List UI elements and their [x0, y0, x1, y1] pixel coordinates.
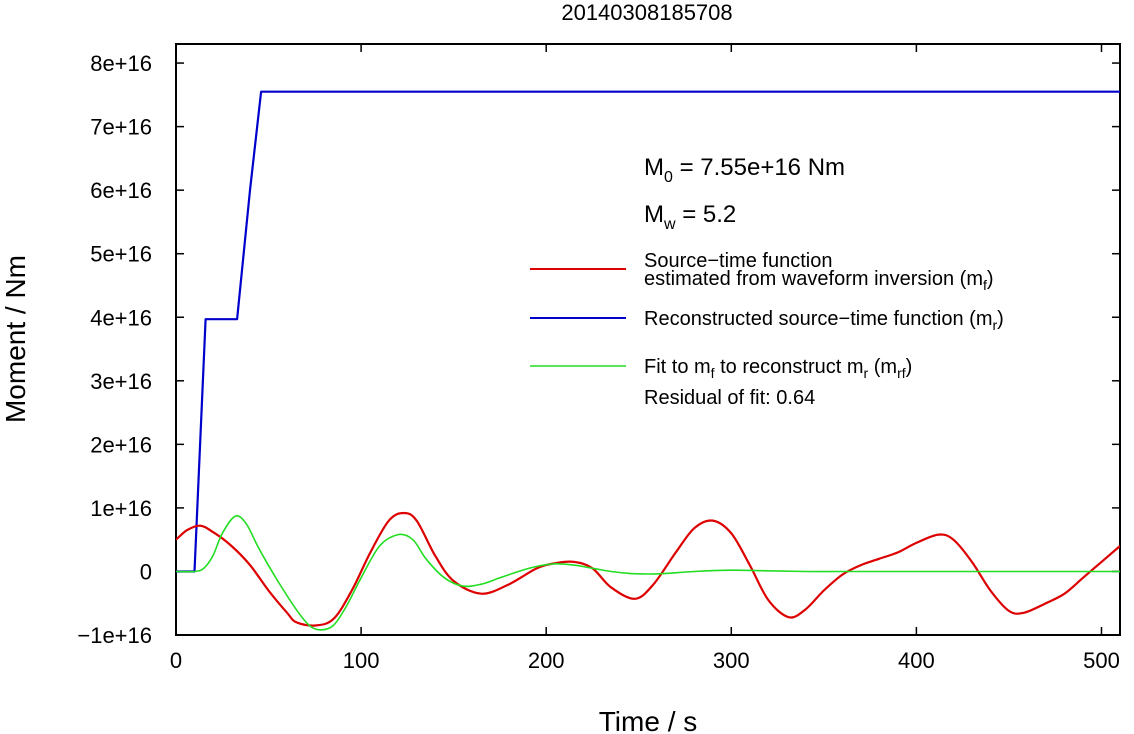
- y-tick-label: 2e+16: [90, 432, 152, 457]
- x-tick-label: 500: [1083, 648, 1120, 673]
- y-tick-label: 8e+16: [90, 51, 152, 76]
- x-tick-label: 200: [528, 648, 565, 673]
- annotation-mw: Mw = 5.2: [644, 201, 736, 233]
- x-tick-label: 100: [343, 648, 380, 673]
- y-tick-label: 5e+16: [90, 242, 152, 267]
- plot-frame: [175, 43, 1121, 636]
- legend-label-mrf: Fit to mf to reconstruct mr (mrf): [644, 356, 912, 381]
- legend-label-mr: Reconstructed source−time function (mr): [644, 308, 1004, 333]
- y-tick-label: −1e+16: [77, 623, 152, 648]
- axis-ticks: 0 100 200 300 400 500 −1e+16 0 1e+16 2e+16 3e+16 4e…: [77, 44, 1120, 673]
- svg-text:M0 = 7.55e+16 Nm: M0 = 7.55e+16 Nm: [644, 154, 845, 186]
- series-line-mrf: [176, 515, 1120, 631]
- legend-item-mf: Source−time function estimated from wave…: [530, 250, 994, 293]
- y-tick-label: 1e+16: [90, 496, 152, 521]
- annotation-m0: M0 = 7.55e+16 Nm: [644, 154, 845, 186]
- y-axis-label: Moment / Nm: [0, 255, 31, 423]
- series-line-mf: [176, 511, 1120, 627]
- chart-title: 20140308185708: [561, 0, 732, 25]
- x-tick-label: 0: [170, 648, 182, 673]
- x-axis-label: Time / s: [599, 706, 698, 734]
- legend-label-mf-line1: Source−time function: [644, 250, 832, 272]
- y-tick-label: 7e+16: [90, 115, 152, 140]
- residual-text: Residual of fit: 0.64: [644, 387, 815, 409]
- x-tick-label: 400: [898, 648, 935, 673]
- y-tick-label: 6e+16: [90, 178, 152, 203]
- series-layer: [176, 90, 1120, 631]
- svg-text:Mw = 5.2: Mw = 5.2: [644, 201, 736, 233]
- y-tick-label: 4e+16: [90, 305, 152, 330]
- y-tick-label: 3e+16: [90, 369, 152, 394]
- legend-item-mrf: Fit to mf to reconstruct mr (mrf) Residu…: [530, 356, 912, 409]
- x-tick-label: 300: [713, 648, 750, 673]
- y-tick-label: 0: [140, 559, 152, 584]
- legend: Source−time function estimated from wave…: [530, 250, 1004, 409]
- legend-label-mf-line2: estimated from waveform inversion (mf): [644, 268, 994, 293]
- legend-item-mr: Reconstructed source−time function (mr): [530, 308, 1004, 333]
